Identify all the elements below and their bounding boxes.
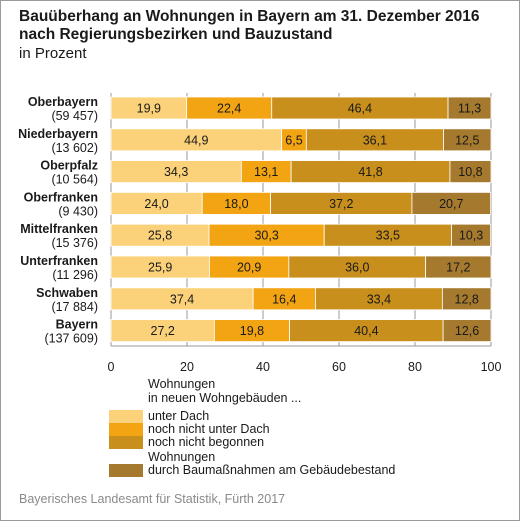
bar-value-label: 36,1	[363, 133, 387, 147]
legend-label-baumassnahmen: durch Baumaßnahmen am Gebäudebestand	[148, 463, 396, 477]
category-count: (137 609)	[44, 332, 98, 346]
bar-value-label: 16,4	[272, 292, 296, 306]
legend-heading: Wohnungen in neuen Wohngebäuden ...	[148, 377, 448, 405]
bar-value-label: 33,4	[367, 292, 391, 306]
category-label: Oberfranken	[24, 190, 98, 204]
bar-value-label: 12,5	[455, 133, 479, 147]
bar-value-label: 24,0	[144, 197, 168, 211]
legend-swatch-noch-nicht-begonnen	[109, 436, 143, 449]
bar-value-label: 6,5	[285, 133, 302, 147]
bar-value-label: 37,4	[170, 292, 194, 306]
chart-subtitle: in Prozent	[19, 45, 87, 62]
category-count: (13 602)	[51, 141, 98, 155]
bar-value-label: 20,7	[439, 197, 463, 211]
bar-value-label: 12,6	[455, 324, 479, 338]
bar-value-label: 34,3	[164, 165, 188, 179]
x-tick-label-20: 20	[180, 360, 194, 371]
category-label: Unterfranken	[20, 254, 98, 268]
bar-segment	[443, 128, 492, 152]
bar-value-label: 44,9	[184, 133, 208, 147]
bar-value-label: 19,8	[240, 324, 264, 338]
category-label: Mittelfranken	[20, 222, 98, 236]
category-count: (10 564)	[51, 173, 98, 187]
category-count: (15 376)	[51, 236, 98, 250]
x-tick-label-100: 100	[481, 360, 502, 371]
category-label: Oberbayern	[28, 95, 98, 109]
legend-label-noch-nicht-begonnen: noch nicht begonnen	[148, 435, 265, 449]
bar-value-label: 33,5	[376, 229, 400, 243]
category-label: Oberpfalz	[40, 159, 98, 173]
bar-value-label: 18,0	[224, 197, 248, 211]
bar-value-label: 40,4	[354, 324, 378, 338]
legend-label-unter-dach: unter Dach	[148, 409, 210, 423]
x-tick-label-0: 0	[108, 360, 115, 371]
x-tick-label-40: 40	[256, 360, 270, 371]
bar-value-label: 10,3	[459, 229, 483, 243]
bar-value-label: 25,9	[148, 261, 172, 275]
bar-value-label: 19,9	[137, 102, 161, 116]
bar-value-label: 12,8	[455, 292, 479, 306]
legend-swatch-unter-dach	[109, 410, 143, 423]
legend-second-heading: Wohnungen	[148, 450, 216, 464]
bar-value-label: 10,8	[458, 165, 482, 179]
stacked-bar-chart: 0 20 40 60 80 100 Oberbayern(59 457) 19,9 22,4 46…	[18, 93, 502, 371]
bar-value-label: 27,2	[151, 324, 175, 338]
category-label: Bayern	[56, 318, 98, 332]
legend-heading-line2: in neuen Wohngebäuden ...	[148, 390, 302, 405]
chart-title: Bauüberhang an Wohnungen in Bayern am 31…	[19, 8, 480, 43]
x-tick-label-80: 80	[408, 360, 422, 371]
bar-value-label: 22,4	[217, 102, 241, 116]
bar-segment	[451, 223, 492, 247]
category-label: Schwaben	[36, 286, 98, 300]
bar-value-label: 36,0	[345, 261, 369, 275]
legend-swatch-noch-nicht-unter-dach	[109, 423, 143, 436]
source-note: Bayerisches Landesamt für Statistik, Für…	[19, 492, 286, 506]
x-tick-label-60: 60	[332, 360, 346, 371]
bar-value-label: 41,8	[358, 165, 382, 179]
category-count: (59 457)	[51, 109, 98, 123]
bar-value-label: 13,1	[254, 165, 278, 179]
legend-heading-line1: Wohnungen	[148, 377, 216, 391]
bar-segment	[442, 319, 492, 343]
bar-segment	[449, 160, 492, 184]
bar-segment	[447, 96, 492, 120]
bar-value-label: 17,2	[446, 261, 470, 275]
category-count: (11 296)	[52, 268, 98, 282]
category-label: Niederbayern	[18, 127, 98, 141]
bar-value-label: 20,9	[237, 261, 261, 275]
bar-value-label: 46,4	[348, 102, 372, 116]
bar-value-label: 37,2	[329, 197, 353, 211]
legend-label-noch-nicht-unter-dach: noch nicht unter Dach	[148, 422, 270, 436]
legend-swatch-baumassnahmen	[109, 464, 143, 477]
bar-value-label: 11,3	[458, 102, 481, 116]
category-count: (17 884)	[51, 300, 98, 314]
bar-segment	[425, 255, 492, 279]
bar-value-label: 25,8	[148, 229, 172, 243]
bar-segment	[441, 287, 492, 311]
bar-segment	[411, 191, 492, 215]
bar-value-label: 30,3	[254, 229, 278, 243]
category-count: (9 430)	[58, 204, 98, 218]
